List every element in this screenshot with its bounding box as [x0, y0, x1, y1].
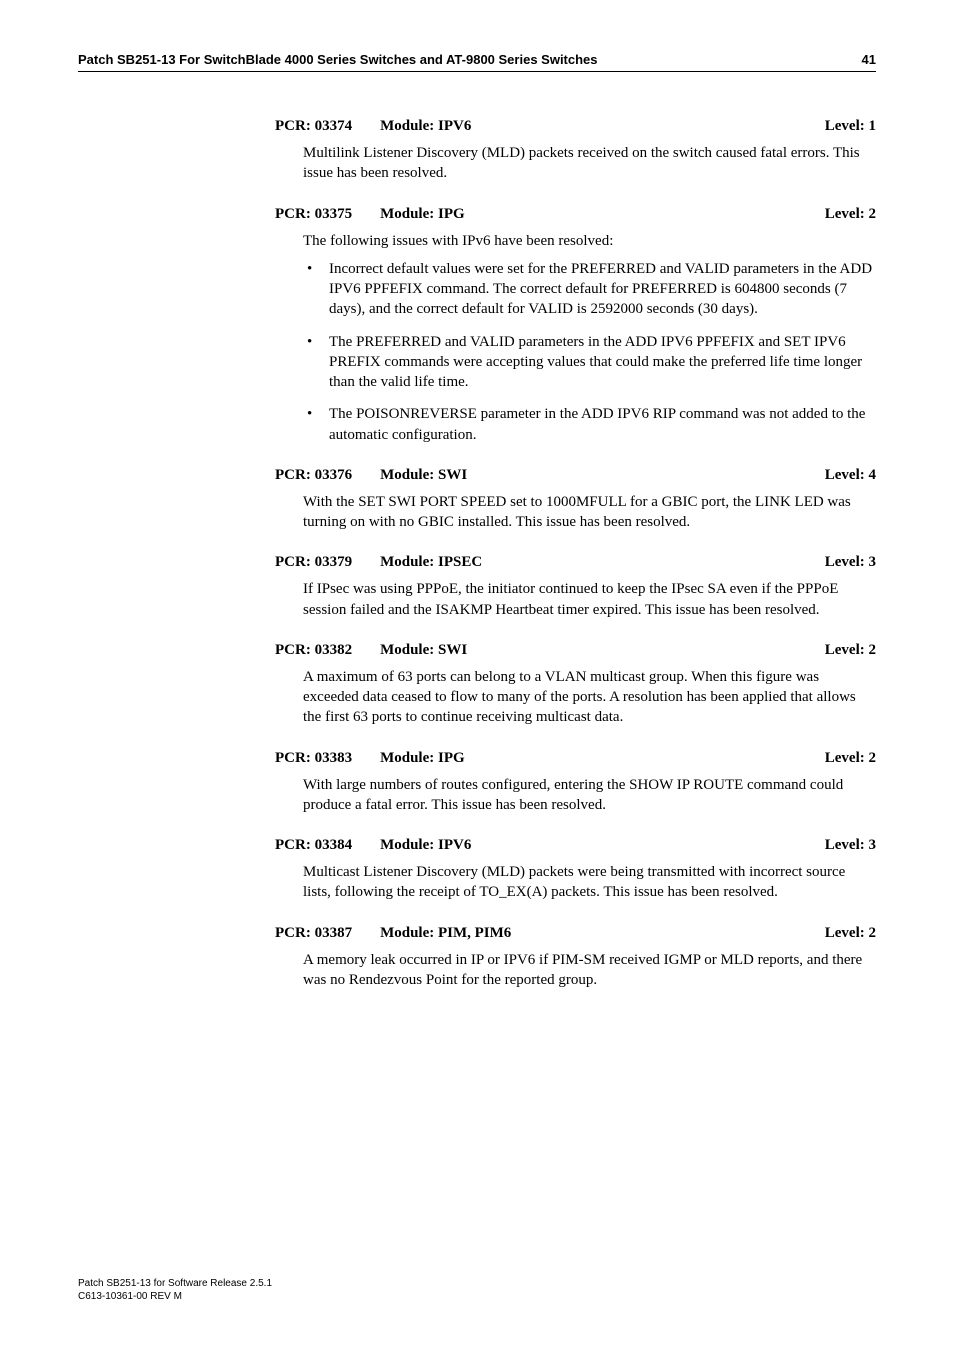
entry-header: PCR: 03387 Module: PIM, PIM6 Level: 2 — [275, 925, 876, 942]
entry-module: Module: SWI — [380, 467, 467, 484]
entry-paragraph: If IPsec was using PPPoE, the initiator … — [303, 579, 876, 620]
page: Patch SB251-13 For SwitchBlade 4000 Seri… — [0, 0, 954, 1351]
entry-bullet: The POISONREVERSE parameter in the ADD I… — [303, 404, 876, 445]
page-header: Patch SB251-13 For SwitchBlade 4000 Seri… — [78, 52, 876, 72]
entry-level: Level: 2 — [825, 925, 876, 942]
header-page-number: 41 — [862, 52, 876, 67]
entry-module: Module: IPG — [380, 750, 465, 767]
entry-paragraph: A memory leak occurred in IP or IPV6 if … — [303, 950, 876, 991]
entry-paragraph: The following issues with IPv6 have been… — [303, 231, 876, 251]
entry-module: Module: IPSEC — [380, 554, 482, 571]
entry-level: Level: 4 — [825, 467, 876, 484]
entry-paragraph: A maximum of 63 ports can belong to a VL… — [303, 667, 876, 728]
pcr-entry: PCR: 03376 Module: SWI Level: 4 With the SE… — [275, 467, 876, 533]
entry-level: Level: 2 — [825, 206, 876, 223]
entry-header-left: PCR: 03382 Module: SWI — [275, 642, 467, 659]
entry-paragraph: With the SET SWI PORT SPEED set to 1000M… — [303, 492, 876, 533]
pcr-entry: PCR: 03379 Module: IPSEC Level: 3 If IPsec … — [275, 554, 876, 620]
entry-bullet: The PREFERRED and VALID parameters in th… — [303, 332, 876, 393]
entry-header-left: PCR: 03375 Module: IPG — [275, 206, 465, 223]
footer-line-1: Patch SB251-13 for Software Release 2.5.… — [78, 1277, 272, 1290]
entry-header: PCR: 03379 Module: IPSEC Level: 3 — [275, 554, 876, 571]
page-footer: Patch SB251-13 for Software Release 2.5.… — [78, 1277, 272, 1303]
entry-pcr: PCR: 03383 — [275, 750, 352, 767]
entry-module: Module: IPV6 — [380, 837, 471, 854]
pcr-entry: PCR: 03375 Module: IPG Level: 2 The followi… — [275, 206, 876, 445]
entry-pcr: PCR: 03375 — [275, 206, 352, 223]
entry-module: Module: SWI — [380, 642, 467, 659]
entry-bullet-list: Incorrect default values were set for th… — [303, 259, 876, 445]
entry-body: Multilink Listener Discovery (MLD) packe… — [303, 143, 876, 184]
content-column: PCR: 03374 Module: IPV6 Level: 1 Multilink … — [275, 118, 876, 1012]
entry-body: If IPsec was using PPPoE, the initiator … — [303, 579, 876, 620]
entry-body: Multicast Listener Discovery (MLD) packe… — [303, 862, 876, 903]
entry-header-left: PCR: 03374 Module: IPV6 — [275, 118, 471, 135]
entry-bullet: Incorrect default values were set for th… — [303, 259, 876, 320]
entry-body: A memory leak occurred in IP or IPV6 if … — [303, 950, 876, 991]
entry-header: PCR: 03376 Module: SWI Level: 4 — [275, 467, 876, 484]
entry-header-left: PCR: 03387 Module: PIM, PIM6 — [275, 925, 511, 942]
entry-paragraph: With large numbers of routes configured,… — [303, 775, 876, 816]
header-title: Patch SB251-13 For SwitchBlade 4000 Seri… — [78, 52, 598, 67]
entry-paragraph: Multicast Listener Discovery (MLD) packe… — [303, 862, 876, 903]
entry-pcr: PCR: 03376 — [275, 467, 352, 484]
entry-body: With large numbers of routes configured,… — [303, 775, 876, 816]
entry-pcr: PCR: 03384 — [275, 837, 352, 854]
entry-level: Level: 2 — [825, 642, 876, 659]
entry-pcr: PCR: 03387 — [275, 925, 352, 942]
footer-line-2: C613-10361-00 REV M — [78, 1290, 272, 1303]
pcr-entry: PCR: 03383 Module: IPG Level: 2 With large … — [275, 750, 876, 816]
entry-module: Module: IPG — [380, 206, 465, 223]
entry-body: With the SET SWI PORT SPEED set to 1000M… — [303, 492, 876, 533]
pcr-entry: PCR: 03382 Module: SWI Level: 2 A maximum o… — [275, 642, 876, 728]
entry-pcr: PCR: 03374 — [275, 118, 352, 135]
entry-header-left: PCR: 03379 Module: IPSEC — [275, 554, 482, 571]
entry-level: Level: 3 — [825, 837, 876, 854]
entry-level: Level: 2 — [825, 750, 876, 767]
entry-header: PCR: 03374 Module: IPV6 Level: 1 — [275, 118, 876, 135]
entry-body: The following issues with IPv6 have been… — [303, 231, 876, 445]
pcr-entry: PCR: 03374 Module: IPV6 Level: 1 Multilink … — [275, 118, 876, 184]
entry-body: A maximum of 63 ports can belong to a VL… — [303, 667, 876, 728]
entry-module: Module: PIM, PIM6 — [380, 925, 511, 942]
entry-pcr: PCR: 03382 — [275, 642, 352, 659]
entry-header: PCR: 03384 Module: IPV6 Level: 3 — [275, 837, 876, 854]
pcr-entry: PCR: 03384 Module: IPV6 Level: 3 Multicast … — [275, 837, 876, 903]
entry-header: PCR: 03375 Module: IPG Level: 2 — [275, 206, 876, 223]
entry-header: PCR: 03382 Module: SWI Level: 2 — [275, 642, 876, 659]
entry-paragraph: Multilink Listener Discovery (MLD) packe… — [303, 143, 876, 184]
entry-header: PCR: 03383 Module: IPG Level: 2 — [275, 750, 876, 767]
entry-level: Level: 3 — [825, 554, 876, 571]
pcr-entry: PCR: 03387 Module: PIM, PIM6 Level: 2 A mem… — [275, 925, 876, 991]
entry-header-left: PCR: 03383 Module: IPG — [275, 750, 465, 767]
entry-level: Level: 1 — [825, 118, 876, 135]
entry-header-left: PCR: 03376 Module: SWI — [275, 467, 467, 484]
entry-pcr: PCR: 03379 — [275, 554, 352, 571]
entry-header-left: PCR: 03384 Module: IPV6 — [275, 837, 471, 854]
entry-module: Module: IPV6 — [380, 118, 471, 135]
